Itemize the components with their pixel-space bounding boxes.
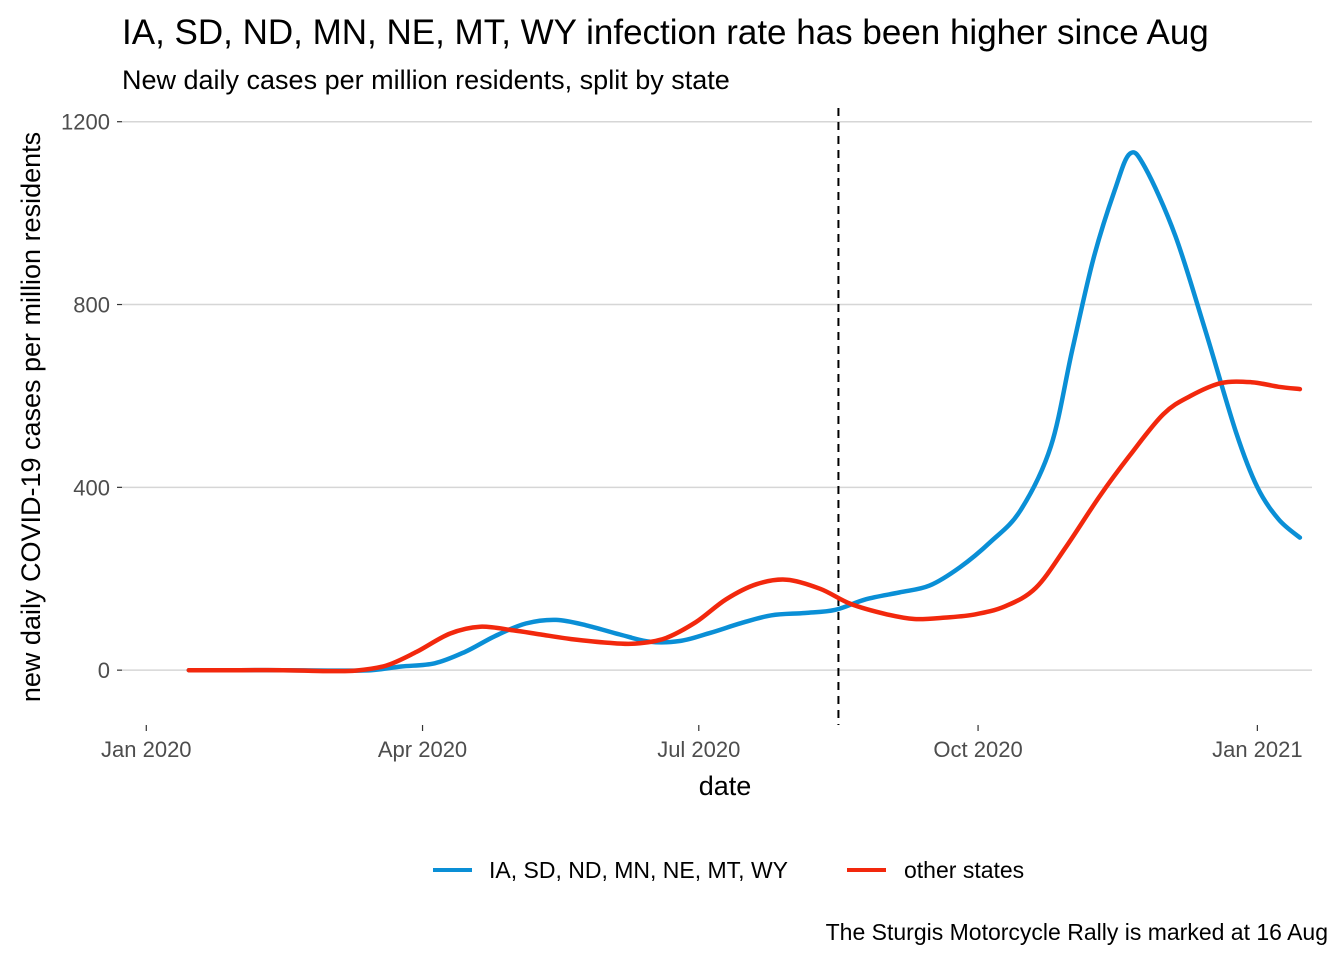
x-tick-label: Jul 2020 xyxy=(657,737,740,762)
chart-subtitle: New daily cases per million residents, s… xyxy=(122,65,730,95)
chart-caption: The Sturgis Motorcycle Rally is marked a… xyxy=(826,919,1328,945)
chart-title: IA, SD, ND, MN, NE, MT, WY infection rat… xyxy=(122,13,1209,52)
series-line-other xyxy=(186,379,1303,674)
legend: IA, SD, ND, MN, NE, MT, WY other states xyxy=(433,857,1024,883)
y-tick-label: 800 xyxy=(73,293,110,318)
y-axis-ticks: 0 400 800 1200 xyxy=(61,110,122,683)
y-axis-title: new daily COVID-19 cases per million res… xyxy=(16,132,46,702)
series-lines xyxy=(186,150,1303,674)
x-tick-label: Jan 2020 xyxy=(101,737,192,762)
y-tick-label: 0 xyxy=(98,658,110,683)
x-axis-ticks: Jan 2020 Apr 2020 Jul 2020 Oct 2020 Jan 2021 xyxy=(101,725,1303,762)
y-tick-label: 400 xyxy=(73,475,110,500)
series-line-group xyxy=(186,150,1303,673)
x-tick-label: Apr 2020 xyxy=(378,737,467,762)
legend-label-group: IA, SD, ND, MN, NE, MT, WY xyxy=(489,857,788,883)
gridlines xyxy=(122,120,1312,671)
plot-area: 0 400 800 1200 Jan 2020 Apr 2020 Jul 2020 Oct … xyxy=(61,108,1312,762)
x-tick-label: Oct 2020 xyxy=(933,737,1022,762)
x-tick-label: Jan 2021 xyxy=(1212,737,1303,762)
legend-label-other: other states xyxy=(904,857,1024,883)
x-axis-title: date xyxy=(699,771,752,801)
y-tick-label: 1200 xyxy=(61,110,110,135)
